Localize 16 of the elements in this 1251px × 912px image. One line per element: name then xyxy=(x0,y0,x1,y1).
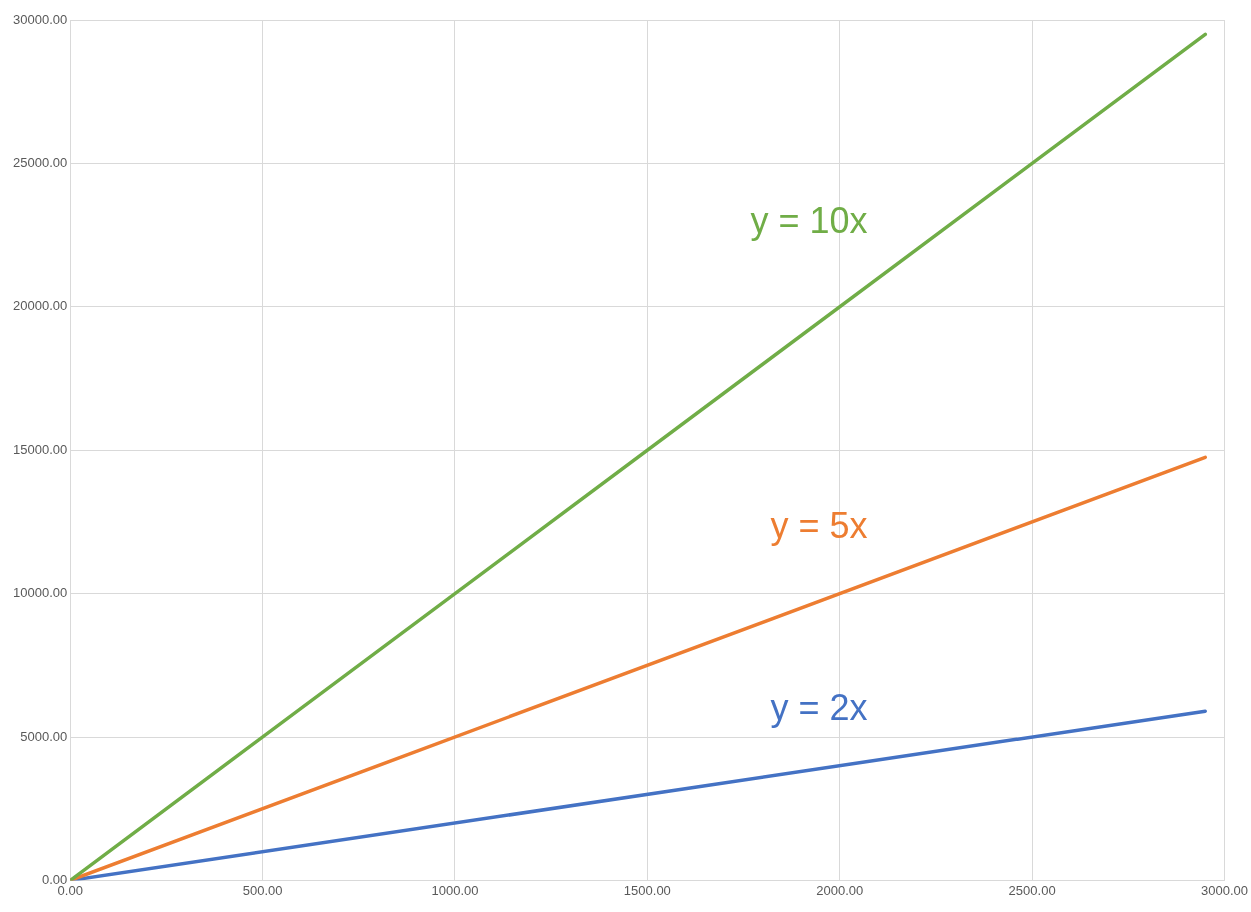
y-tick-label: 25000.00 xyxy=(12,154,68,170)
x-tick-label: 3000.00 xyxy=(1201,882,1248,898)
y-tick-label: 10000.00 xyxy=(12,585,68,601)
x-tick-label: 2000.00 xyxy=(816,882,864,898)
y-tick-label: 5000.00 xyxy=(20,728,68,744)
x-tick-label: 2500.00 xyxy=(1008,882,1056,898)
series-label: y = 5x xyxy=(770,504,868,546)
y-tick-label: 20000.00 xyxy=(12,298,68,314)
x-tick-label: 500.00 xyxy=(242,882,283,898)
x-tick-label: 1500.00 xyxy=(623,882,671,898)
series-label: y = 2x xyxy=(770,687,868,729)
y-tick-label: 0.00 xyxy=(41,871,68,887)
x-tick-label: 1000.00 xyxy=(431,882,479,898)
y-tick-label: 15000.00 xyxy=(12,441,68,457)
series-label: y = 10x xyxy=(750,200,868,242)
y-tick-label: 30000.00 xyxy=(12,11,68,27)
